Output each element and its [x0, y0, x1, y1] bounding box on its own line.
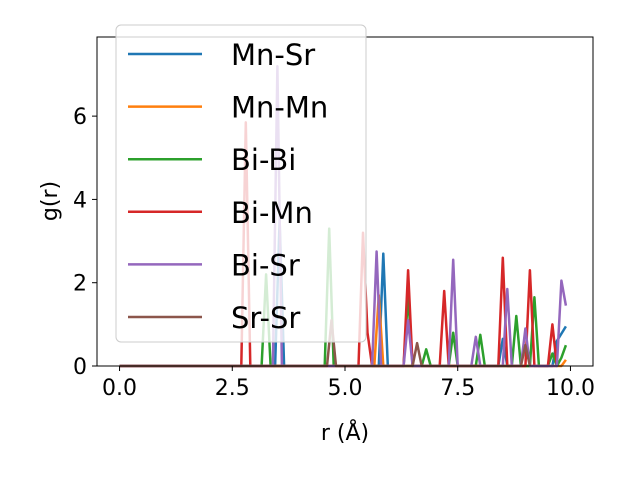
- legend-label-0: Mn-Sr: [231, 38, 315, 72]
- y-axis-title: g(r): [38, 181, 63, 221]
- x-tick-label: 0.0: [102, 376, 137, 401]
- x-tick-label: 7.5: [440, 376, 475, 401]
- x-tick-label: 10.0: [546, 376, 595, 401]
- y-tick-label: 0: [73, 355, 87, 380]
- legend-label-5: Sr-Sr: [231, 301, 300, 335]
- x-axis: 0.0 2.5 5.0 7.5 10.0: [102, 366, 595, 401]
- y-tick-label: 2: [73, 272, 87, 297]
- x-tick-label: 5.0: [328, 376, 363, 401]
- legend-box: [115, 24, 367, 343]
- legend: Mn-Sr Mn-Mn Bi-Bi Bi-Mn Bi-Sr Sr-Sr: [115, 24, 367, 343]
- x-axis-title: r (Å): [321, 419, 369, 446]
- x-tick-label: 2.5: [215, 376, 250, 401]
- y-axis: 0 2 4 6: [73, 105, 97, 380]
- y-tick-label: 6: [73, 105, 87, 130]
- legend-label-1: Mn-Mn: [231, 91, 328, 125]
- legend-label-4: Bi-Sr: [231, 248, 300, 282]
- legend-label-2: Bi-Bi: [231, 143, 296, 177]
- y-tick-label: 4: [73, 188, 87, 213]
- legend-label-3: Bi-Mn: [231, 196, 313, 230]
- series-line-5: [119, 318, 532, 368]
